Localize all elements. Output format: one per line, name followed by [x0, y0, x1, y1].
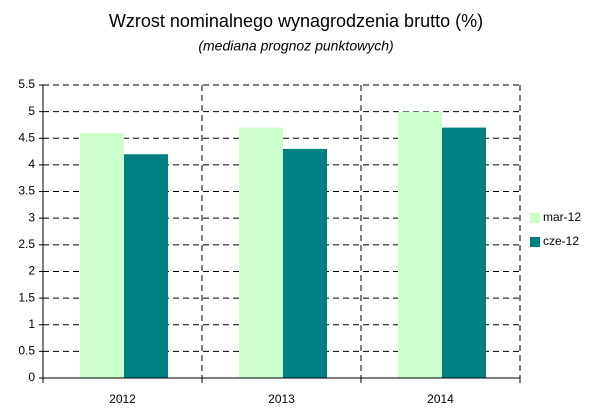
bar — [398, 111, 442, 379]
y-tick-label: 2.5 — [18, 237, 35, 251]
bar — [442, 127, 486, 378]
legend-label: mar-12 — [543, 210, 581, 224]
bar — [239, 127, 283, 378]
legend-swatch — [530, 213, 540, 223]
bar — [283, 148, 327, 378]
y-tick-label: 4.5 — [18, 130, 35, 144]
y-tick-label: 2 — [28, 264, 35, 278]
y-tick-label: 5 — [28, 104, 35, 118]
y-tick-label: 1 — [28, 317, 35, 331]
y-tick-label: 3 — [28, 210, 35, 224]
bar — [80, 132, 124, 378]
y-tick-label: 0 — [28, 370, 35, 384]
y-tick-label: 5.5 — [18, 77, 35, 91]
y-tick-label: 0.5 — [18, 344, 35, 358]
x-tick-label: 2013 — [268, 392, 295, 406]
legend-swatch — [530, 237, 540, 247]
y-tick-label: 1.5 — [18, 290, 35, 304]
x-tick-label: 2012 — [109, 392, 136, 406]
chart-title: Wzrost nominalnego wynagrodzenia brutto … — [109, 11, 483, 31]
y-tick-label: 4 — [28, 157, 35, 171]
chart-subtitle: (mediana prognoz punktowych) — [198, 38, 393, 54]
legend-label: cze-12 — [543, 234, 579, 248]
y-tick-label: 3.5 — [18, 184, 35, 198]
x-tick-label: 2014 — [427, 392, 454, 406]
bar — [124, 154, 168, 378]
